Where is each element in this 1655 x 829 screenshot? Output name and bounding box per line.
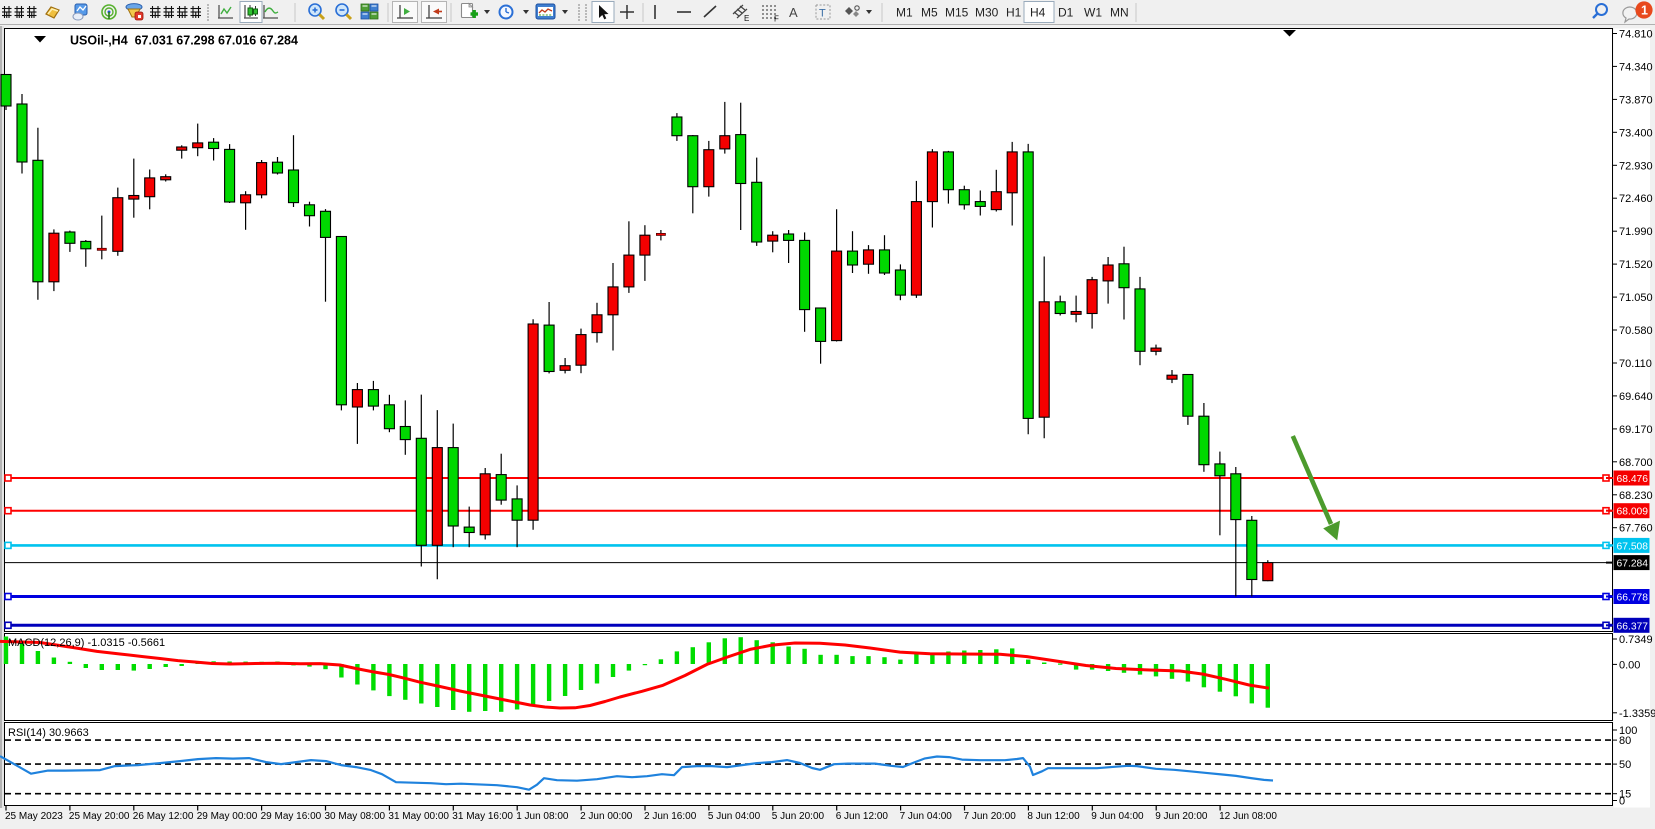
svg-text:T: T xyxy=(819,8,826,20)
svg-text:15: 15 xyxy=(1619,789,1631,801)
svg-text:71.990: 71.990 xyxy=(1619,226,1653,238)
svg-text:M15: M15 xyxy=(945,6,969,20)
svg-text:1: 1 xyxy=(1641,4,1648,18)
svg-text:71.520: 71.520 xyxy=(1619,259,1653,271)
svg-text:0.7349: 0.7349 xyxy=(1619,634,1653,646)
svg-text:74.340: 74.340 xyxy=(1619,61,1653,73)
svg-text:30 May 08:00: 30 May 08:00 xyxy=(325,811,386,822)
svg-text:26 May 12:00: 26 May 12:00 xyxy=(133,811,194,822)
svg-text:29 May 16:00: 29 May 16:00 xyxy=(261,811,322,822)
svg-text:RSI(14) 30.9663: RSI(14) 30.9663 xyxy=(8,727,89,739)
svg-text:1 Jun 08:00: 1 Jun 08:00 xyxy=(516,811,569,822)
svg-text:0.00: 0.00 xyxy=(1619,659,1640,671)
svg-text:68.476: 68.476 xyxy=(1617,474,1649,485)
svg-text:-1.3359: -1.3359 xyxy=(1619,708,1655,720)
svg-text:8 Jun 12:00: 8 Jun 12:00 xyxy=(1027,811,1080,822)
svg-text:USOil-,H4 67.031 67.298 67.01: USOil-,H4 67.031 67.298 67.016 67.284 xyxy=(70,34,298,48)
svg-text:2 Jun 16:00: 2 Jun 16:00 xyxy=(644,811,697,822)
svg-text:2 Jun 00:00: 2 Jun 00:00 xyxy=(580,811,633,822)
svg-text:H1: H1 xyxy=(1006,6,1022,20)
svg-text:9 Jun 20:00: 9 Jun 20:00 xyxy=(1155,811,1208,822)
svg-text:50: 50 xyxy=(1619,759,1631,771)
svg-text:25 May 20:00: 25 May 20:00 xyxy=(69,811,130,822)
svg-text:31 May 00:00: 31 May 00:00 xyxy=(388,811,449,822)
svg-text:29 May 00:00: 29 May 00:00 xyxy=(197,811,258,822)
svg-text:100: 100 xyxy=(1619,725,1637,737)
svg-text:69.170: 69.170 xyxy=(1619,424,1653,436)
svg-text:31 May 16:00: 31 May 16:00 xyxy=(452,811,513,822)
svg-text:5 Jun 20:00: 5 Jun 20:00 xyxy=(772,811,825,822)
svg-text:70.110: 70.110 xyxy=(1619,358,1652,370)
svg-text:69.640: 69.640 xyxy=(1619,391,1653,403)
svg-text:A: A xyxy=(789,5,798,20)
svg-text:71.050: 71.050 xyxy=(1619,292,1653,304)
svg-text:70.580: 70.580 xyxy=(1619,325,1653,337)
svg-text:M1: M1 xyxy=(896,6,913,20)
svg-text:66.377: 66.377 xyxy=(1617,621,1649,632)
svg-text:E: E xyxy=(744,14,749,23)
svg-text:67.760: 67.760 xyxy=(1619,523,1653,535)
svg-text:67.508: 67.508 xyxy=(1617,541,1649,552)
svg-text:67.284: 67.284 xyxy=(1617,559,1649,570)
svg-text:W1: W1 xyxy=(1084,6,1102,20)
svg-text:MACD(12,26,9) -1.0315 -0.5661: MACD(12,26,9) -1.0315 -0.5661 xyxy=(8,637,165,649)
svg-text:M5: M5 xyxy=(921,6,938,20)
svg-text:0: 0 xyxy=(1619,796,1625,808)
svg-text:66.778: 66.778 xyxy=(1617,593,1649,604)
svg-text:7 Jun 20:00: 7 Jun 20:00 xyxy=(964,811,1017,822)
svg-text:72.930: 72.930 xyxy=(1619,160,1653,172)
svg-text:73.400: 73.400 xyxy=(1619,127,1653,139)
svg-text:D1: D1 xyxy=(1058,6,1074,20)
svg-text:5 Jun 04:00: 5 Jun 04:00 xyxy=(708,811,761,822)
svg-text:M30: M30 xyxy=(975,6,999,20)
svg-text:F: F xyxy=(774,15,779,24)
svg-text:7 Jun 04:00: 7 Jun 04:00 xyxy=(900,811,953,822)
svg-text:74.810: 74.810 xyxy=(1619,29,1653,41)
svg-text:68.700: 68.700 xyxy=(1619,457,1653,469)
svg-text:73.870: 73.870 xyxy=(1619,94,1653,106)
svg-text:80: 80 xyxy=(1619,735,1631,747)
svg-text:25 May 2023: 25 May 2023 xyxy=(5,811,63,822)
svg-text:68.009: 68.009 xyxy=(1617,507,1649,518)
svg-text:9 Jun 04:00: 9 Jun 04:00 xyxy=(1091,811,1144,822)
svg-text:MN: MN xyxy=(1110,6,1129,20)
svg-text:12 Jun 08:00: 12 Jun 08:00 xyxy=(1219,811,1277,822)
svg-text:68.230: 68.230 xyxy=(1619,490,1653,502)
svg-text:6 Jun 12:00: 6 Jun 12:00 xyxy=(836,811,889,822)
svg-text:72.460: 72.460 xyxy=(1619,193,1653,205)
svg-text:H4: H4 xyxy=(1030,6,1046,20)
